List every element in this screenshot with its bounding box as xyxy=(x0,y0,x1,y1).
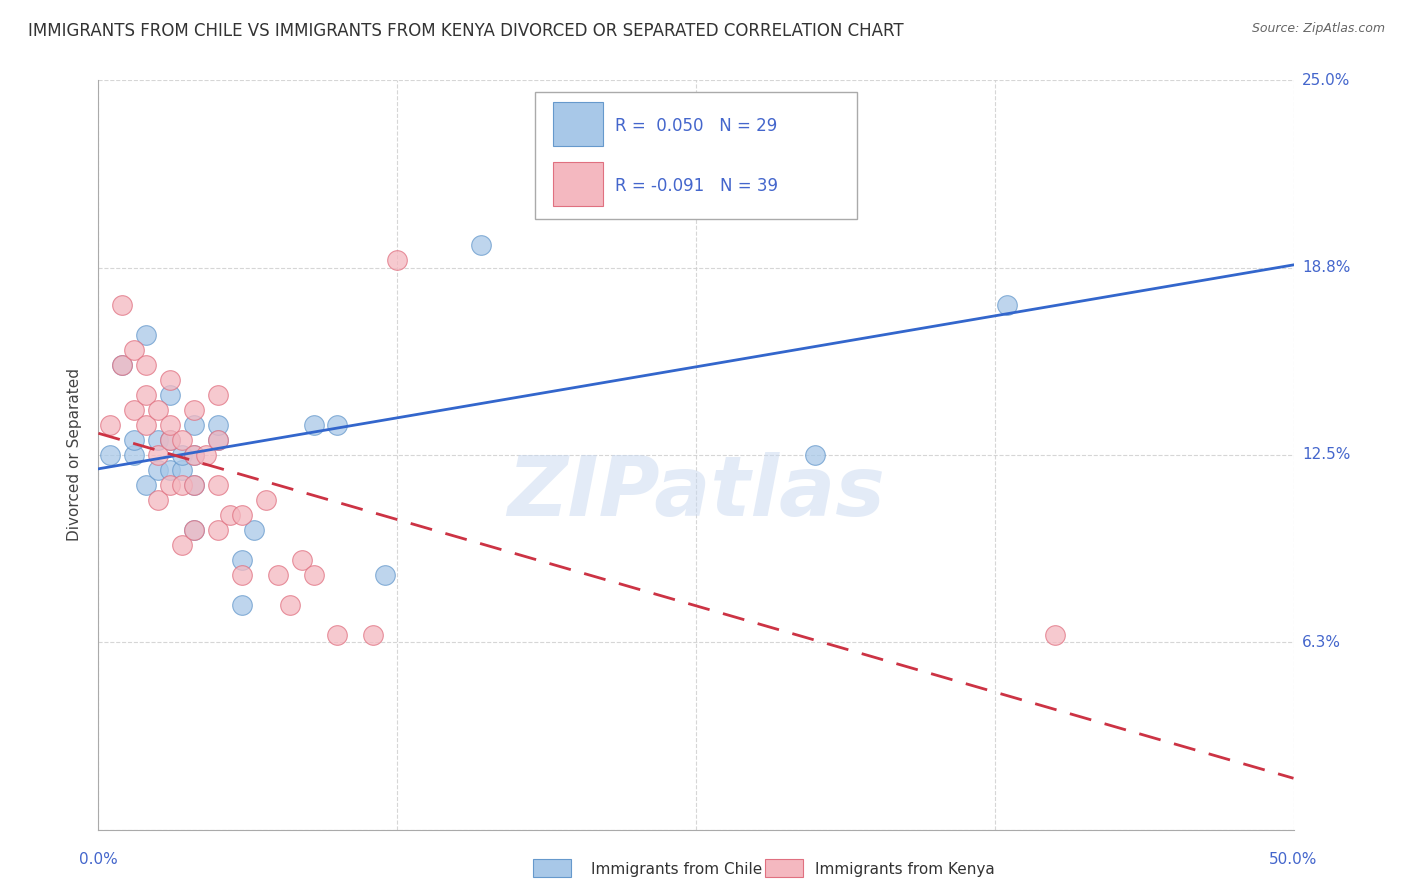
FancyBboxPatch shape xyxy=(534,92,858,219)
Text: 12.5%: 12.5% xyxy=(1302,448,1350,462)
Text: 6.3%: 6.3% xyxy=(1302,635,1341,649)
Point xyxy=(135,417,157,432)
Point xyxy=(231,598,253,612)
Text: Immigrants from Chile: Immigrants from Chile xyxy=(591,863,762,877)
Point xyxy=(172,478,194,492)
Point xyxy=(231,567,253,582)
Point xyxy=(159,373,181,387)
Point xyxy=(135,358,157,372)
Text: R =  0.050   N = 29: R = 0.050 N = 29 xyxy=(614,117,778,135)
Point xyxy=(183,478,205,492)
Point xyxy=(159,433,181,447)
Point xyxy=(172,463,194,477)
Point xyxy=(183,417,205,432)
Point xyxy=(219,508,242,522)
Point xyxy=(135,328,157,343)
Text: 18.8%: 18.8% xyxy=(1302,260,1350,275)
Point xyxy=(135,388,157,402)
Point xyxy=(278,598,301,612)
Point xyxy=(207,523,229,537)
Point xyxy=(183,523,205,537)
Point xyxy=(159,433,181,447)
Point xyxy=(124,433,146,447)
Point xyxy=(1043,628,1066,642)
Point xyxy=(326,417,349,432)
Point xyxy=(148,492,170,507)
Point xyxy=(124,343,146,357)
Point xyxy=(231,508,253,522)
Point xyxy=(231,553,253,567)
Point xyxy=(159,478,181,492)
Point xyxy=(291,553,314,567)
Y-axis label: Divorced or Separated: Divorced or Separated xyxy=(67,368,83,541)
Point xyxy=(111,358,134,372)
Text: 50.0%: 50.0% xyxy=(1270,852,1317,867)
Point xyxy=(172,538,194,552)
Point xyxy=(124,403,146,417)
Point xyxy=(565,178,588,193)
Point xyxy=(172,433,194,447)
Point xyxy=(374,567,396,582)
Text: 0.0%: 0.0% xyxy=(79,852,118,867)
Point xyxy=(172,448,194,462)
FancyBboxPatch shape xyxy=(553,102,603,146)
Point xyxy=(207,433,229,447)
Point xyxy=(207,433,229,447)
Text: Immigrants from Kenya: Immigrants from Kenya xyxy=(815,863,995,877)
Point xyxy=(243,523,266,537)
Point xyxy=(183,403,205,417)
FancyBboxPatch shape xyxy=(553,162,603,206)
Point xyxy=(148,433,170,447)
Text: Source: ZipAtlas.com: Source: ZipAtlas.com xyxy=(1251,22,1385,36)
Point xyxy=(804,448,827,462)
Point xyxy=(183,523,205,537)
Point xyxy=(995,298,1018,312)
Text: ZIPatlas: ZIPatlas xyxy=(508,452,884,533)
Point xyxy=(302,417,325,432)
Point xyxy=(267,567,290,582)
Point xyxy=(470,238,492,252)
Point xyxy=(124,448,146,462)
Point xyxy=(183,448,205,462)
Point xyxy=(111,358,134,372)
Point xyxy=(148,448,170,462)
Point xyxy=(207,388,229,402)
Point xyxy=(159,463,181,477)
Point xyxy=(254,492,277,507)
Point xyxy=(195,448,218,462)
Point xyxy=(159,388,181,402)
Point xyxy=(159,417,181,432)
Text: 25.0%: 25.0% xyxy=(1302,73,1350,87)
Point xyxy=(363,628,385,642)
Text: IMMIGRANTS FROM CHILE VS IMMIGRANTS FROM KENYA DIVORCED OR SEPARATED CORRELATION: IMMIGRANTS FROM CHILE VS IMMIGRANTS FROM… xyxy=(28,22,904,40)
Point xyxy=(326,628,349,642)
Point xyxy=(183,448,205,462)
Point xyxy=(183,478,205,492)
Point xyxy=(207,417,229,432)
Point xyxy=(98,417,122,432)
Point xyxy=(135,478,157,492)
Point xyxy=(111,298,134,312)
Point xyxy=(98,448,122,462)
Text: R = -0.091   N = 39: R = -0.091 N = 39 xyxy=(614,177,778,195)
Point xyxy=(148,403,170,417)
Point xyxy=(385,253,409,268)
Point xyxy=(207,478,229,492)
Point xyxy=(148,463,170,477)
Point xyxy=(302,567,325,582)
